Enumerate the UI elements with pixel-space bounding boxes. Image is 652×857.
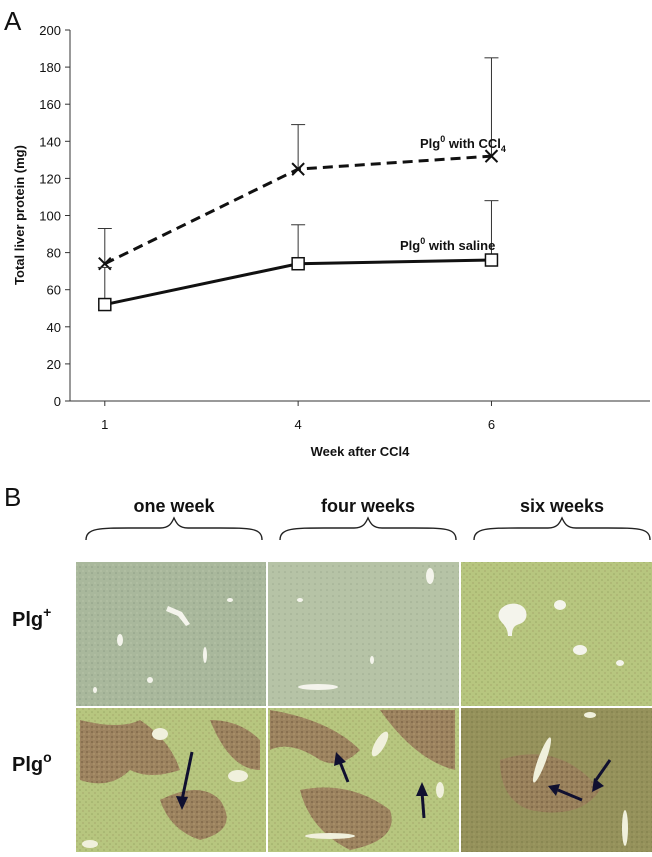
panel-label: B (4, 482, 21, 512)
y-tick-label: 80 (47, 246, 61, 261)
row-label: Plgo (12, 749, 52, 776)
braces (85, 516, 651, 541)
y-tick-label: 180 (39, 60, 61, 75)
marker (98, 297, 112, 312)
y-tick-label: 20 (47, 357, 61, 372)
y-tick-label: 200 (39, 23, 61, 38)
column-label: one week (133, 496, 215, 516)
x-tick-label: 1 (101, 417, 108, 432)
y-tick-label: 100 (39, 209, 61, 224)
y-tick-label: 0 (54, 394, 61, 409)
y-tick-label: 160 (39, 97, 61, 112)
marker (291, 256, 305, 271)
column-label: four weeks (321, 496, 415, 516)
row-label: Plg+ (12, 604, 51, 631)
x-tick-label: 6 (488, 417, 495, 432)
x-tick-label: 4 (295, 417, 302, 432)
label-part: with CCl (445, 136, 501, 151)
marker (484, 149, 499, 163)
label-part: Plg (12, 754, 43, 776)
column-label: six weeks (520, 496, 604, 516)
marker (291, 162, 305, 176)
micrographs (76, 562, 652, 852)
series-label: Plg0 with saline (400, 236, 495, 253)
label-part: Plg (400, 238, 420, 253)
micrograph (76, 562, 266, 706)
label-part: with saline (425, 238, 495, 253)
micrograph (461, 562, 652, 706)
marker (484, 253, 499, 267)
y-tick-label: 60 (47, 283, 61, 298)
x-axis-label: Week after CCl4 (311, 444, 411, 459)
label-part: 0 (420, 236, 425, 246)
y-tick-label: 120 (39, 171, 61, 186)
label-part: o (43, 749, 52, 765)
label-part: 0 (440, 134, 445, 144)
panel-label: A (4, 6, 22, 36)
y-tick-label: 140 (39, 134, 61, 149)
y-axis-label: Total liver protein (mg) (12, 145, 27, 285)
label-part: 4 (501, 144, 506, 154)
y-tick-label: 40 (47, 320, 61, 335)
micrograph (268, 562, 459, 706)
label-part: Plg (12, 609, 43, 631)
series-label: Plg0 with CCl4 (420, 134, 506, 154)
label-part: + (43, 604, 51, 620)
label-part: Plg (420, 136, 440, 151)
